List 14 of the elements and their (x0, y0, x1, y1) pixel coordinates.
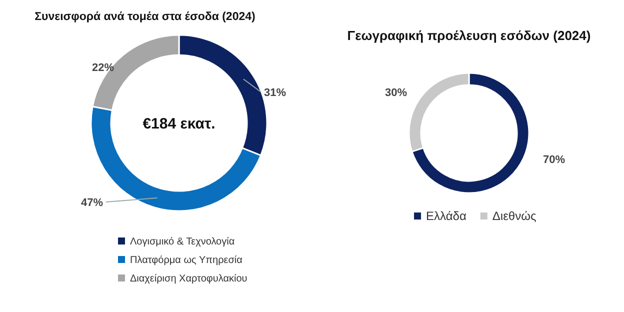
data-label: 70% (542, 154, 566, 166)
legend-label: Ελλάδα (426, 209, 466, 224)
legend-label: Διεθνώς (492, 209, 536, 224)
text: €184 εκατ. (142, 115, 216, 132)
chart-title: Συνεισφορά ανά τομέα στα έσοδα (2024) (34, 11, 256, 23)
donut-slice (411, 72, 530, 194)
data-label: 31% (264, 86, 286, 99)
legend-label: Διαχείριση Χαρτοφυλακίου (130, 274, 248, 284)
data-label: 22% (92, 62, 114, 74)
legend-label: Πλατφόρμα ως Υπηρεσία (130, 255, 243, 266)
data-label: 47% (80, 196, 104, 209)
data-label: 30% (384, 86, 408, 99)
chart-title: Γεωγραφική προέλευση εσόδων (2024) (347, 28, 591, 43)
legend-label: Λογισμικό & Τεχνολογία (130, 236, 235, 248)
